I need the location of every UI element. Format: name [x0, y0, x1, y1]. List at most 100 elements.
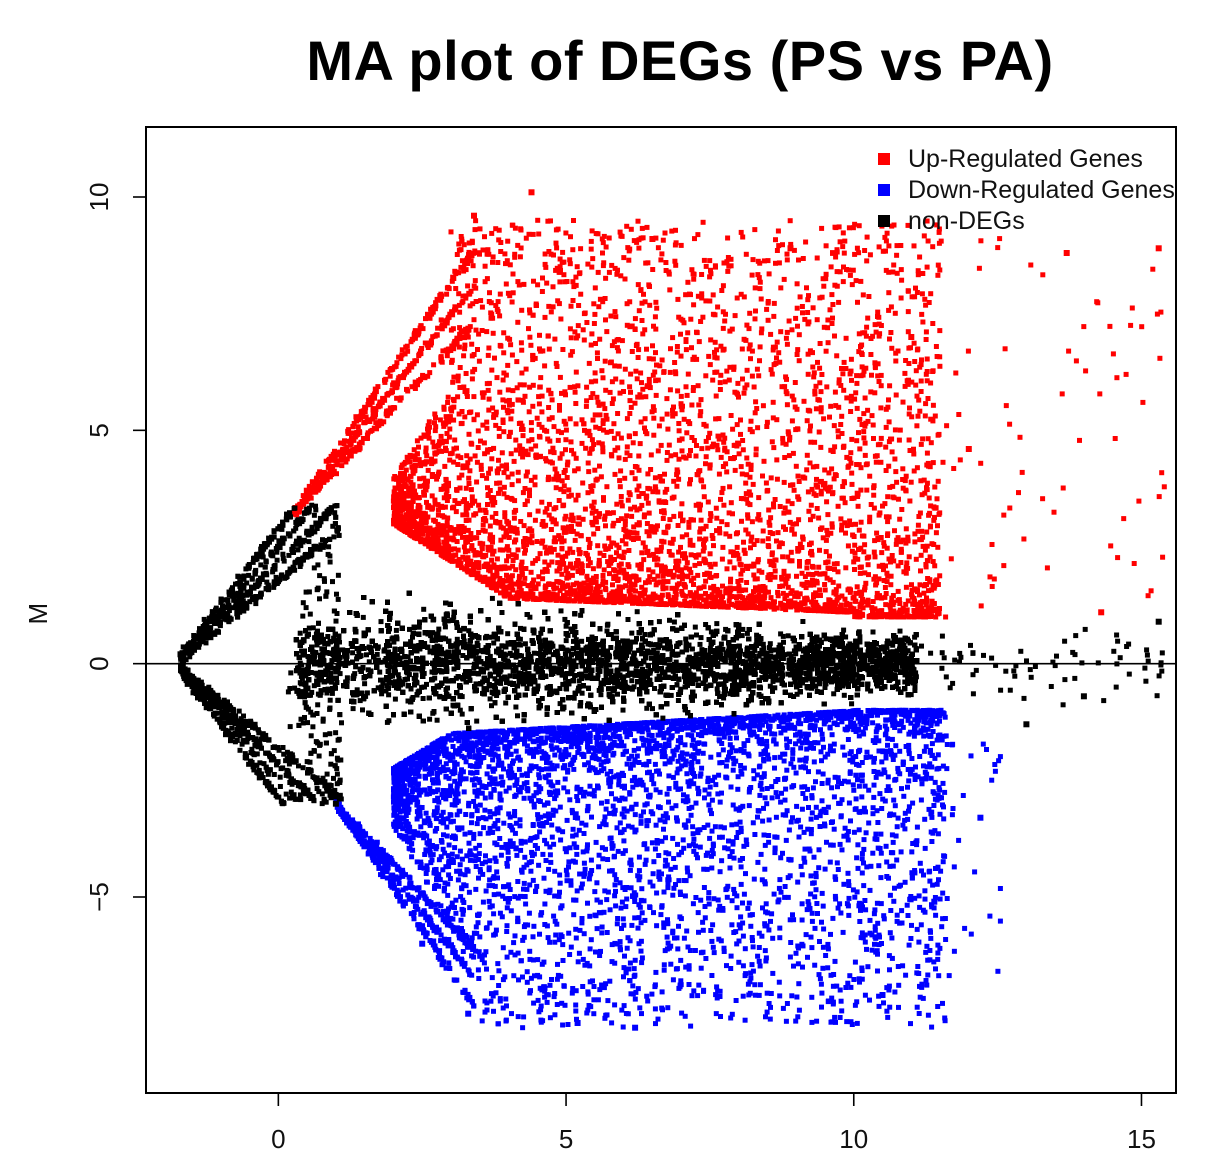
up-regulated-point: [785, 252, 790, 257]
up-regulated-point: [925, 558, 930, 563]
up-regulated-point: [411, 495, 416, 500]
up-regulated-point: [629, 405, 634, 410]
up-regulated-point: [842, 251, 847, 256]
up-regulated-point: [483, 518, 488, 523]
up-regulated-point: [738, 432, 743, 437]
up-regulated-point: [501, 350, 506, 355]
up-regulated-point: [851, 225, 856, 230]
up-regulated-point: [424, 488, 429, 493]
up-regulated-point: [571, 529, 576, 534]
up-regulated-point: [382, 398, 387, 403]
up-regulated-point: [859, 351, 864, 356]
up-regulated-point: [745, 516, 750, 521]
up-regulated-point: [826, 340, 831, 345]
up-regulated-point: [679, 243, 684, 248]
up-regulated-point: [618, 468, 623, 473]
up-regulated-point: [603, 276, 608, 281]
up-regulated-point: [758, 280, 763, 285]
up-regulated-point: [612, 436, 617, 441]
up-regulated-point: [750, 273, 755, 278]
up-regulated-point: [363, 409, 368, 414]
up-regulated-point: [498, 343, 503, 348]
up-regulated-point: [667, 572, 672, 577]
up-regulated-point: [653, 300, 658, 305]
up-regulated-point: [373, 388, 378, 393]
up-regulated-point: [454, 509, 459, 514]
up-regulated-point: [872, 483, 877, 488]
up-regulated-point: [1157, 494, 1162, 499]
up-regulated-point: [487, 564, 492, 569]
up-regulated-point: [596, 231, 601, 236]
up-regulated-point: [489, 231, 494, 236]
up-regulated-point: [797, 332, 802, 337]
up-regulated-point: [744, 605, 749, 610]
up-regulated-point: [549, 550, 554, 555]
up-regulated-point: [884, 425, 889, 430]
up-regulated-point: [647, 284, 652, 289]
up-regulated-point: [388, 411, 393, 416]
up-regulated-point: [673, 263, 678, 268]
up-regulated-point: [651, 416, 656, 421]
up-regulated-point: [506, 548, 511, 553]
up-regulated-point: [802, 596, 807, 601]
up-regulated-point: [663, 490, 668, 495]
up-regulated-point: [546, 405, 551, 410]
up-regulated-point: [784, 336, 789, 341]
up-regulated-point: [589, 239, 594, 244]
up-regulated-point: [735, 381, 740, 386]
up-regulated-point: [511, 290, 516, 295]
up-regulated-point: [634, 578, 639, 583]
up-regulated-point: [899, 278, 904, 283]
up-regulated-point: [937, 606, 942, 611]
up-regulated-point: [651, 552, 656, 557]
scatter-points-layer: [178, 189, 1167, 1030]
up-regulated-point: [891, 602, 896, 607]
up-regulated-point: [388, 374, 393, 379]
up-regulated-point: [473, 218, 478, 223]
up-regulated-point: [725, 522, 730, 527]
up-regulated-point: [554, 241, 559, 246]
up-regulated-point: [583, 446, 588, 451]
up-regulated-point: [906, 538, 911, 543]
up-regulated-point: [956, 412, 961, 417]
up-regulated-point: [740, 438, 745, 443]
up-regulated-point: [1130, 306, 1135, 311]
up-regulated-point: [491, 415, 496, 420]
up-regulated-point: [882, 501, 887, 506]
up-regulated-point: [934, 505, 939, 510]
up-regulated-point: [751, 573, 756, 578]
up-regulated-point: [603, 359, 608, 364]
up-regulated-point: [904, 560, 909, 565]
up-regulated-point: [445, 488, 450, 493]
up-regulated-point: [300, 499, 305, 504]
up-regulated-point: [626, 548, 631, 553]
up-regulated-point: [735, 422, 740, 427]
up-regulated-point: [797, 479, 802, 484]
up-regulated-point: [740, 347, 745, 352]
up-regulated-point: [680, 534, 685, 539]
up-regulated-point: [871, 493, 876, 498]
up-regulated-point: [724, 469, 729, 474]
up-regulated-point: [906, 346, 911, 351]
up-regulated-point: [619, 494, 624, 499]
up-regulated-point: [453, 553, 458, 558]
up-regulated-point: [590, 446, 595, 451]
up-regulated-point: [926, 239, 931, 244]
up-regulated-point: [966, 349, 971, 354]
up-regulated-point: [670, 408, 675, 413]
up-regulated-point: [485, 247, 490, 252]
up-regulated-point: [471, 394, 476, 399]
up-regulated-point: [506, 410, 511, 415]
up-regulated-point: [852, 595, 857, 600]
up-regulated-point: [474, 328, 479, 333]
up-regulated-point: [854, 462, 859, 467]
up-regulated-point: [513, 594, 518, 599]
up-regulated-point: [439, 533, 444, 538]
up-regulated-point: [582, 428, 587, 433]
up-regulated-point: [1136, 499, 1141, 504]
up-regulated-point: [543, 315, 548, 320]
up-regulated-point: [675, 344, 680, 349]
up-regulated-point: [758, 518, 763, 523]
up-regulated-point: [510, 482, 515, 487]
up-regulated-point: [540, 576, 545, 581]
